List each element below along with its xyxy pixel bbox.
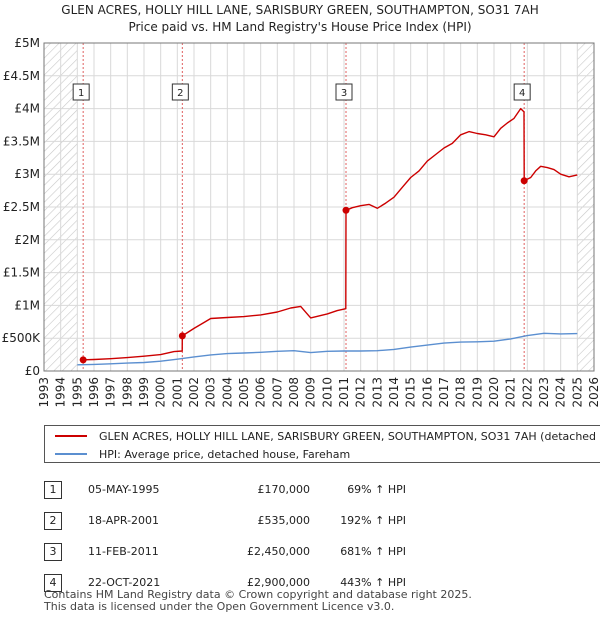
sale-date: 11-FEB-2011 [88, 545, 159, 558]
x-tick-label: 2000 [154, 377, 168, 408]
x-tick-label: 2013 [370, 377, 384, 408]
x-tick-label: 1997 [104, 377, 118, 408]
x-tick-label: 2006 [254, 377, 268, 408]
x-tick-label: 2026 [587, 377, 600, 408]
sale-marker-box [513, 83, 531, 101]
sale-point [520, 177, 528, 185]
sale-price: £2,450,000 [247, 545, 310, 558]
sale-price: £535,000 [257, 514, 311, 527]
x-tick-label: 2022 [520, 377, 534, 408]
sale-number-badge: 4 [44, 573, 62, 592]
sale-point [178, 332, 186, 340]
footer-attribution: Contains HM Land Registry data © Crown c… [44, 589, 472, 613]
sale-marker-number: 1 [78, 88, 84, 99]
legend-item-price: GLEN ACRES, HOLLY HILL LANE, SARISBURY G… [55, 427, 600, 445]
sale-date: 22-OCT-2021 [88, 576, 161, 589]
x-tick-label: 2010 [320, 377, 334, 408]
hpi-line [77, 332, 578, 366]
sale-point [79, 356, 87, 364]
table-row: 2 18-APR-2001 £535,000 192% ↑ HPI [44, 505, 406, 536]
table-row: 1 05-MAY-1995 £170,000 69% ↑ HPI [44, 474, 406, 505]
sale-price: £2,900,000 [247, 576, 310, 589]
sales-table: 1 05-MAY-1995 £170,000 69% ↑ HPI 2 18-AP… [44, 474, 406, 598]
sale-point [342, 206, 350, 214]
x-tick-label: 2003 [204, 377, 218, 408]
price-chart: 1 2 3 4 £0 £500K £1M £1.5M £2M £2.5M £3M £3.5M £4M £… [2, 36, 600, 408]
sale-price: £170,000 [257, 483, 311, 496]
x-tick-label: 2001 [170, 377, 184, 408]
x-tick-label: 2009 [304, 377, 318, 408]
sale-hpi-change: 443% ↑ HPI [340, 576, 406, 589]
sale-number-badge: 2 [44, 511, 62, 530]
x-tick-label: 2005 [237, 377, 251, 408]
x-tick-label: 1993 [37, 377, 51, 408]
x-tick-label: 1996 [87, 377, 101, 408]
x-tick-label: 2019 [470, 377, 484, 408]
y-tick-label: £1.5M [3, 266, 40, 280]
y-tick-label: £500K [2, 331, 42, 345]
x-tick-label: 2017 [437, 377, 451, 408]
x-tick-label: 2021 [504, 377, 518, 408]
legend-swatch-price [55, 435, 87, 437]
x-tick-label: 2020 [487, 377, 501, 408]
sale-number-badge: 3 [44, 542, 62, 561]
x-tick-label: 1998 [120, 377, 134, 408]
price-paid-line [83, 107, 578, 361]
x-tick-label: 2012 [354, 377, 368, 408]
y-tick-label: £4M [14, 102, 40, 116]
sale-hpi-change: 69% ↑ HPI [347, 483, 406, 496]
legend-label-price: GLEN ACRES, HOLLY HILL LANE, SARISBURY G… [99, 429, 600, 443]
footer-copyright: Contains HM Land Registry data © Crown c… [44, 588, 472, 601]
table-row: 3 11-FEB-2011 £2,450,000 681% ↑ HPI [44, 536, 406, 567]
y-tick-label: £3M [14, 167, 40, 181]
y-tick-label: £3.5M [3, 134, 40, 148]
chart-legend: GLEN ACRES, HOLLY HILL LANE, SARISBURY G… [44, 425, 600, 463]
x-tick-label: 2023 [537, 377, 551, 408]
x-tick-label: 2018 [454, 377, 468, 408]
sale-hpi-change: 192% ↑ HPI [340, 514, 406, 527]
sale-date: 18-APR-2001 [88, 514, 160, 527]
table-row: 4 22-OCT-2021 £2,900,000 443% ↑ HPI [44, 567, 406, 598]
sale-date: 05-MAY-1995 [88, 483, 160, 496]
legend-swatch-hpi [55, 453, 87, 455]
sale-marker-number: 2 [177, 88, 183, 99]
chart-title-address: GLEN ACRES, HOLLY HILL LANE, SARISBURY G… [61, 3, 539, 17]
y-tick-label: £4.5M [3, 69, 40, 83]
sale-marker-box [72, 83, 90, 101]
sale-marker-number: 3 [341, 88, 347, 99]
sale-number-badge: 1 [44, 480, 62, 499]
sale-marker-box [171, 83, 189, 101]
y-tick-label: £5M [14, 36, 40, 50]
x-tick-label: 2025 [570, 377, 584, 408]
x-tick-label: 1994 [54, 377, 68, 408]
plot-frame [43, 42, 595, 372]
y-tick-label: £1M [14, 298, 40, 312]
x-tick-label: 1999 [137, 377, 151, 408]
x-tick-label: 2015 [404, 377, 418, 408]
sale-marker-box [335, 83, 353, 101]
x-tick-label: 1995 [70, 377, 84, 408]
legend-item-hpi: HPI: Average price, detached house, Fare… [55, 445, 351, 462]
x-tick-label: 2016 [420, 377, 434, 408]
sale-marker-number: 4 [519, 88, 525, 99]
x-tick-label: 2011 [337, 377, 351, 408]
y-tick-label: £2M [14, 233, 40, 247]
x-tick-label: 2024 [554, 377, 568, 408]
y-tick-label: £2.5M [3, 200, 40, 214]
chart-subtitle: Price paid vs. HM Land Registry's House … [128, 20, 472, 34]
x-tick-label: 2008 [287, 377, 301, 408]
sale-hpi-change: 681% ↑ HPI [340, 545, 406, 558]
x-tick-label: 2014 [387, 377, 401, 408]
x-tick-label: 2004 [220, 377, 234, 408]
legend-label-hpi: HPI: Average price, detached house, Fare… [99, 447, 351, 461]
footer-licence: This data is licensed under the Open Gov… [44, 600, 395, 613]
y-tick-label: £0 [25, 364, 40, 378]
x-tick-label: 2002 [187, 377, 201, 408]
x-tick-label: 2007 [270, 377, 284, 408]
